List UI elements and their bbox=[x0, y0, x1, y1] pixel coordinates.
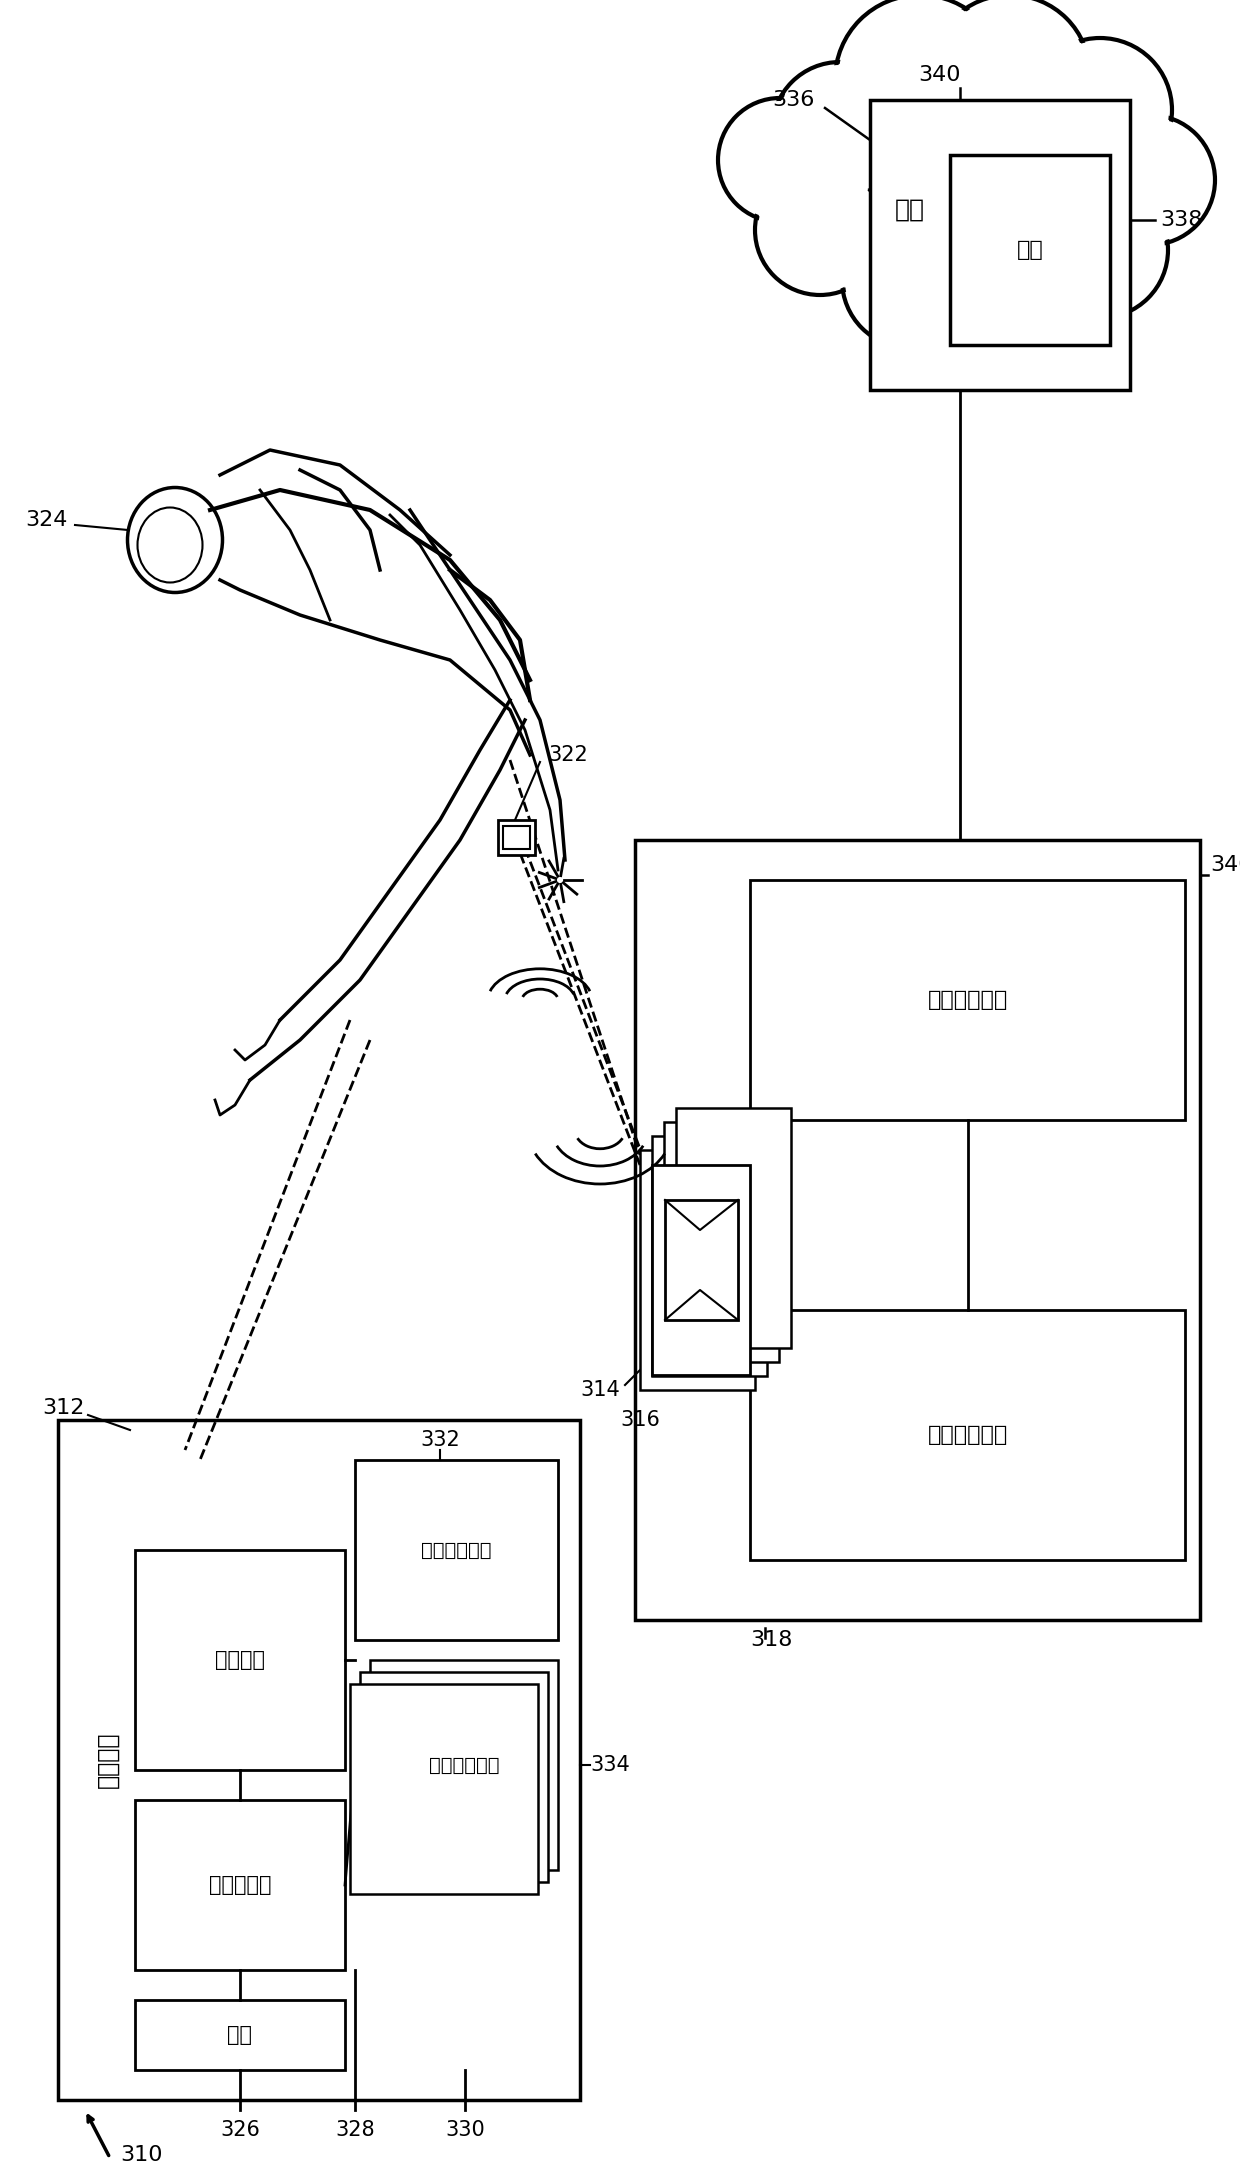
Circle shape bbox=[1030, 41, 1169, 180]
Text: 336: 336 bbox=[773, 89, 815, 111]
Text: 328: 328 bbox=[335, 2119, 374, 2141]
Bar bbox=[370, 1659, 558, 1870]
Bar bbox=[640, 1150, 755, 1390]
Bar bbox=[635, 839, 1200, 1620]
Bar bbox=[870, 100, 1130, 390]
Circle shape bbox=[1028, 39, 1172, 182]
Bar bbox=[360, 1672, 548, 1883]
Text: 318: 318 bbox=[750, 1629, 792, 1651]
Circle shape bbox=[842, 213, 978, 347]
Text: 届接工位: 届接工位 bbox=[95, 1731, 120, 1787]
Text: 届接送丝器: 届接送丝器 bbox=[208, 1874, 272, 1896]
Bar bbox=[750, 881, 1185, 1119]
Text: 314: 314 bbox=[580, 1379, 620, 1399]
Circle shape bbox=[720, 102, 839, 219]
Text: 存储: 存储 bbox=[1017, 241, 1043, 260]
Circle shape bbox=[758, 167, 882, 293]
Bar bbox=[676, 1108, 791, 1347]
Bar bbox=[58, 1421, 580, 2100]
Circle shape bbox=[932, 0, 1087, 152]
Text: 322: 322 bbox=[548, 744, 588, 766]
Bar bbox=[135, 1800, 345, 1969]
Text: 届犬: 届犬 bbox=[227, 2026, 253, 2045]
Text: 330: 330 bbox=[445, 2119, 485, 2141]
Text: 气体供应系统: 气体供应系统 bbox=[420, 1540, 491, 1560]
Bar bbox=[663, 1121, 779, 1362]
Text: 其它届接组件: 其它届接组件 bbox=[429, 1755, 500, 1774]
Circle shape bbox=[835, 0, 1004, 165]
Ellipse shape bbox=[128, 488, 222, 592]
Text: 312: 312 bbox=[42, 1399, 86, 1419]
Bar bbox=[498, 820, 534, 855]
Text: 340: 340 bbox=[1210, 855, 1240, 874]
Circle shape bbox=[773, 63, 908, 197]
Circle shape bbox=[937, 219, 1083, 362]
Text: 332: 332 bbox=[420, 1429, 460, 1451]
Circle shape bbox=[1035, 184, 1166, 315]
Bar bbox=[135, 2000, 345, 2069]
Bar bbox=[665, 1199, 738, 1321]
Bar bbox=[652, 1165, 750, 1375]
Bar bbox=[350, 1683, 538, 1894]
Circle shape bbox=[941, 221, 1079, 360]
Text: 338: 338 bbox=[1159, 210, 1203, 230]
Circle shape bbox=[1085, 115, 1215, 245]
Text: 310: 310 bbox=[120, 2145, 162, 2165]
Circle shape bbox=[1032, 182, 1168, 319]
Circle shape bbox=[755, 165, 885, 295]
Text: 334: 334 bbox=[590, 1755, 630, 1774]
Text: 通信电路系统: 通信电路系统 bbox=[928, 989, 1008, 1011]
Text: 动作检测系统: 动作检测系统 bbox=[670, 1189, 694, 1273]
Bar bbox=[950, 154, 1110, 345]
Bar bbox=[503, 826, 529, 848]
Text: 340: 340 bbox=[919, 65, 961, 85]
Text: 316: 316 bbox=[620, 1410, 660, 1429]
Text: 324: 324 bbox=[26, 510, 68, 529]
Text: 电脑: 电脑 bbox=[895, 197, 925, 221]
Bar bbox=[355, 1460, 558, 1640]
Bar bbox=[652, 1137, 768, 1375]
Bar bbox=[135, 1551, 345, 1770]
Text: 326: 326 bbox=[219, 2119, 260, 2141]
Circle shape bbox=[1087, 117, 1211, 243]
Circle shape bbox=[775, 65, 905, 195]
Text: 届接电源: 届接电源 bbox=[215, 1651, 265, 1670]
Circle shape bbox=[838, 0, 1002, 163]
Text: 动作识别系统: 动作识别系统 bbox=[928, 1425, 1008, 1445]
Circle shape bbox=[930, 0, 1090, 154]
Circle shape bbox=[844, 215, 975, 345]
Circle shape bbox=[718, 98, 842, 221]
Bar bbox=[750, 1310, 1185, 1560]
